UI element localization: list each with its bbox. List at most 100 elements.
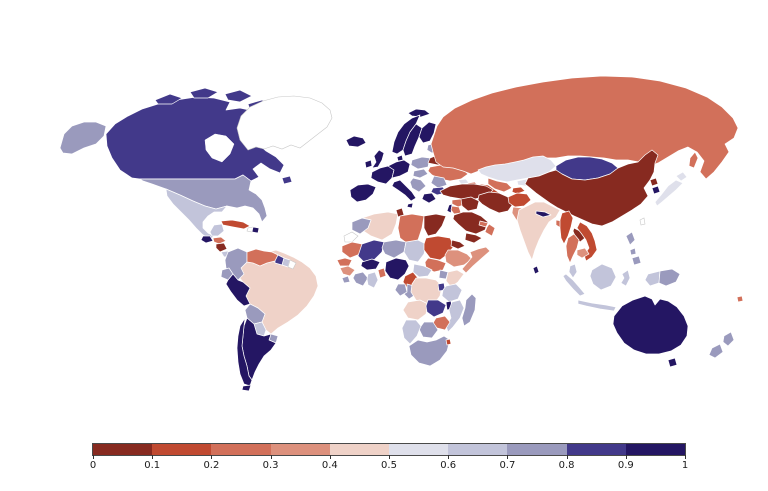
colorbar-segment-4 (329, 444, 390, 455)
country-france: France (370, 165, 395, 185)
colorbar-tick-label: 0.2 (203, 460, 220, 471)
country-central-african-republic: Central African Republic (412, 263, 433, 278)
country-benin-togo: Benin & Togo (377, 267, 387, 279)
country-ethiopia: Ethiopia (444, 249, 473, 268)
country-eswatini: Eswatini (445, 338, 452, 346)
colorbar-segment-7 (507, 444, 567, 455)
country-greece: Greece (421, 192, 437, 204)
colorbar-segment-6 (448, 444, 508, 455)
country-italy: Italy (391, 179, 417, 202)
country-thailand: Thailand (565, 233, 580, 264)
country-spain-portugal: Spain & Portugal (349, 183, 377, 203)
country-poland: Poland (410, 156, 431, 170)
country-usa-alaska: United States (59, 121, 107, 155)
country-honduras: Honduras (212, 236, 227, 245)
country-greenland: Greenland (236, 95, 333, 151)
colorbar-tick-label: 0.8 (558, 460, 575, 471)
country-svalbard: Svalbard (407, 108, 431, 118)
colorbar-ticks: 0 0.1 0.2 0.3 0.4 0.5 0.6 0.7 0.8 0.9 1 (89, 455, 689, 479)
country-uae: United Arab Emirates (478, 220, 489, 228)
country-kenya: Kenya (445, 269, 465, 288)
country-niger: Niger (381, 239, 407, 259)
country-madagascar: Madagascar (461, 293, 477, 327)
country-eritrea: Eritrea (450, 239, 466, 250)
country-canada-arctic-2: Canada (189, 87, 219, 99)
colorbar-tick-label: 1 (681, 460, 689, 471)
country-iceland: Iceland (345, 135, 367, 148)
country-afghanistan: Afghanistan (507, 192, 532, 208)
colorbar-tick-label: 0.7 (499, 460, 516, 471)
country-guatemala: Guatemala (200, 235, 214, 244)
country-philippines-mindanao: Philippines (631, 255, 642, 266)
country-nepal: Nepal (535, 210, 552, 218)
colorbar-tick-label: 0.5 (381, 460, 397, 471)
country-ghana: Ghana (366, 271, 379, 289)
colorbar-tick-mark (152, 455, 154, 459)
country-canada-arctic-1: Canada (154, 93, 183, 105)
country-indonesia-west-papua: Indonesia (644, 270, 661, 287)
country-indonesia-borneo: Indonesia (589, 263, 617, 291)
country-sri-lanka: Sri Lanka (532, 265, 540, 275)
country-sierra-leone: Sierra Leone (341, 275, 351, 284)
country-italy-sicily: Italy (406, 202, 414, 209)
colorbar-segment-3 (270, 444, 330, 455)
country-nicaragua: Nicaragua (215, 242, 228, 253)
country-chad: Chad (403, 239, 427, 263)
colorbar-segment-9 (625, 444, 686, 455)
country-hungary-slovakia: Hungary & Slovakia (412, 168, 429, 179)
colorbar-tick-mark (507, 455, 509, 459)
country-philippines-luzon: Philippines (625, 231, 636, 246)
country-new-zealand-south: New Zealand (708, 343, 724, 359)
country-australia: Australia (612, 295, 689, 355)
country-angola: Angola (402, 299, 429, 321)
country-peru: Peru (225, 273, 251, 307)
country-fiji: Fiji (736, 295, 744, 303)
country-china: China (524, 149, 659, 227)
country-papua-new-guinea: Papua New Guinea (658, 268, 681, 287)
country-indonesia-sulawesi: Indonesia (620, 269, 631, 287)
colorbar-tick-mark (389, 455, 390, 459)
country-japan-honshu: Japan (654, 179, 684, 207)
colorbar-tick-label: 0.6 (440, 460, 457, 471)
colorbar-tick-mark (448, 455, 450, 459)
colorbar-segment-8 (566, 444, 626, 455)
country-dominican-republic: Dominican Republic (251, 226, 260, 234)
colorbar (92, 443, 686, 456)
colorbar-segment-1 (152, 444, 212, 455)
colorbar-segment-0 (93, 444, 153, 455)
country-indonesia-java: Indonesia (577, 299, 617, 312)
country-ivory-coast: Côte d'Ivoire (352, 271, 369, 287)
country-russia-sakhalin: Russia (Sakhalin) (688, 151, 699, 169)
country-malaysia: Malaysia (568, 263, 578, 279)
country-mali: Mali (357, 239, 385, 263)
country-senegal: Senegal (336, 257, 353, 267)
colorbar-tick-label: 0.3 (262, 460, 279, 471)
country-ireland: Ireland (364, 159, 373, 169)
country-new-zealand-north: New Zealand (722, 331, 735, 347)
country-norway: Norway (391, 114, 421, 155)
country-georgia: Georgia (457, 178, 470, 185)
country-indonesia-sumatra: Indonesia (562, 273, 586, 297)
colorbar-tick-label: 0.9 (617, 460, 634, 471)
colorbar-tick-mark (211, 455, 213, 459)
country-nigeria: Nigeria (384, 257, 410, 281)
country-myanmar: Myanmar (559, 210, 574, 245)
country-morocco: Morocco (351, 217, 372, 235)
country-north-korea: North Korea (649, 177, 659, 187)
colorbar-tick-label: 0 (89, 460, 97, 471)
country-taiwan: Taiwan (639, 217, 646, 226)
country-south-sudan: South Sudan (424, 257, 447, 273)
country-oman: Oman (484, 223, 496, 237)
country-somalia: Somalia (461, 246, 491, 274)
country-uzbekistan: Uzbekistan (487, 177, 513, 193)
country-romania: Romania (430, 175, 448, 189)
country-zambia: Zambia (425, 299, 447, 318)
country-canada-newfoundland: Canada (281, 175, 293, 185)
country-saudi-arabia: Saudi Arabia (452, 211, 489, 235)
country-french-guiana: French Guiana (287, 259, 297, 270)
country-chile: Chile (236, 317, 253, 387)
country-western-sahara: Western Sahara (343, 231, 359, 243)
country-tanzania: Tanzania (441, 283, 463, 303)
